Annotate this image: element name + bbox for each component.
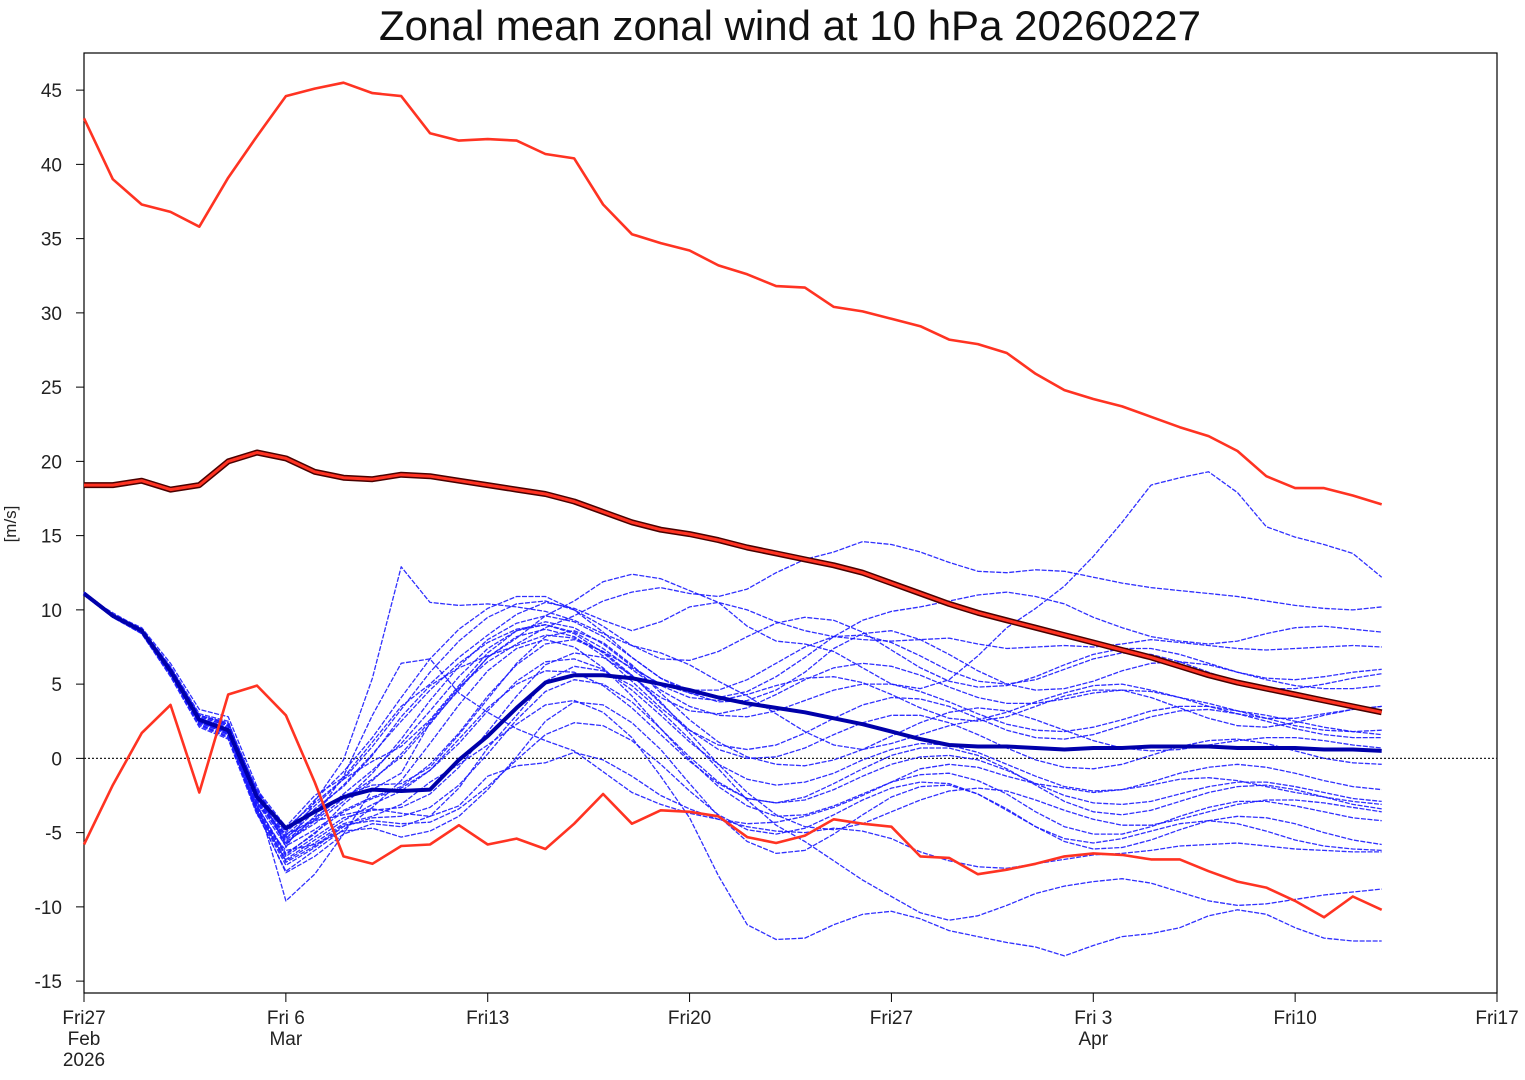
ensemble-mean-line <box>82 591 1382 831</box>
ensemble-member-line <box>83 592 1382 832</box>
ensemble-member-line <box>83 591 1382 840</box>
x-tick-label: Fri10 <box>1273 1008 1316 1029</box>
y-tick-label: 20 <box>41 452 62 473</box>
chart-title: Zonal mean zonal wind at 10 hPa 20260227 <box>379 2 1201 49</box>
ensemble-member-line <box>83 592 1382 858</box>
x-tick-label: Fri27 <box>870 1008 913 1029</box>
y-tick-label: 0 <box>51 749 62 770</box>
y-tick-label: -10 <box>35 898 62 919</box>
y-tick-label: 10 <box>41 601 62 622</box>
climatology-min-line <box>82 684 1383 919</box>
y-tick-label: 30 <box>41 304 62 325</box>
ensemble-member-line <box>83 594 1382 861</box>
x-tick-label: Fri 6 <box>267 1008 305 1029</box>
y-tick-label: 45 <box>41 81 62 102</box>
ensemble-member-line <box>83 592 1382 843</box>
y-tick-label: 35 <box>41 230 62 251</box>
ensemble-member-line <box>83 592 1382 841</box>
ensemble-member-line <box>83 592 1382 844</box>
x-tick-label: Fri27 <box>62 1008 105 1029</box>
ensemble-member-line <box>83 594 1382 856</box>
ensemble-members <box>83 471 1383 957</box>
y-tick-label: 5 <box>51 675 62 696</box>
x-tick-label: Mar <box>269 1029 302 1050</box>
x-tick-label: Fri17 <box>1475 1008 1518 1029</box>
y-tick-label: 40 <box>41 155 62 176</box>
x-tick-label: Fri 3 <box>1074 1008 1112 1029</box>
y-tick-label: -5 <box>45 824 62 845</box>
climatology-mean-outline <box>84 449 1383 716</box>
x-tick-label: Fri13 <box>466 1008 509 1029</box>
climatology-lines <box>82 81 1383 919</box>
y-tick-label: 25 <box>41 378 62 399</box>
mean-lines <box>82 591 1382 831</box>
climatology-max-line <box>82 81 1383 506</box>
ensemble-member-line <box>83 592 1382 921</box>
y-tick-label: 15 <box>41 527 62 548</box>
y-axis-label: [m/s] <box>1 506 20 543</box>
ensemble-member-line <box>83 594 1382 863</box>
ensemble-member-line <box>83 592 1382 847</box>
x-tick-label: Fri20 <box>668 1008 711 1029</box>
y-axis: 45 40 35 30 25 20 15 10 5 0 -5 -10 -15 <box>35 81 84 993</box>
plot-frame <box>83 52 1498 994</box>
ensemble-member-line <box>83 592 1382 872</box>
ensemble-member-line <box>83 594 1382 866</box>
x-tick-label: 2026 <box>63 1050 105 1071</box>
ensemble-member-line <box>83 592 1382 957</box>
y-tick-label: -15 <box>35 972 62 993</box>
x-tick-label: Feb <box>68 1029 101 1050</box>
ensemble-member-line <box>83 592 1382 828</box>
ensemble-member-line <box>83 471 1383 902</box>
climatology-mean-line <box>84 451 1382 714</box>
x-tick-label: Apr <box>1078 1029 1108 1050</box>
ensemble-member-line <box>83 592 1382 838</box>
ensemble-member-line <box>83 591 1382 846</box>
